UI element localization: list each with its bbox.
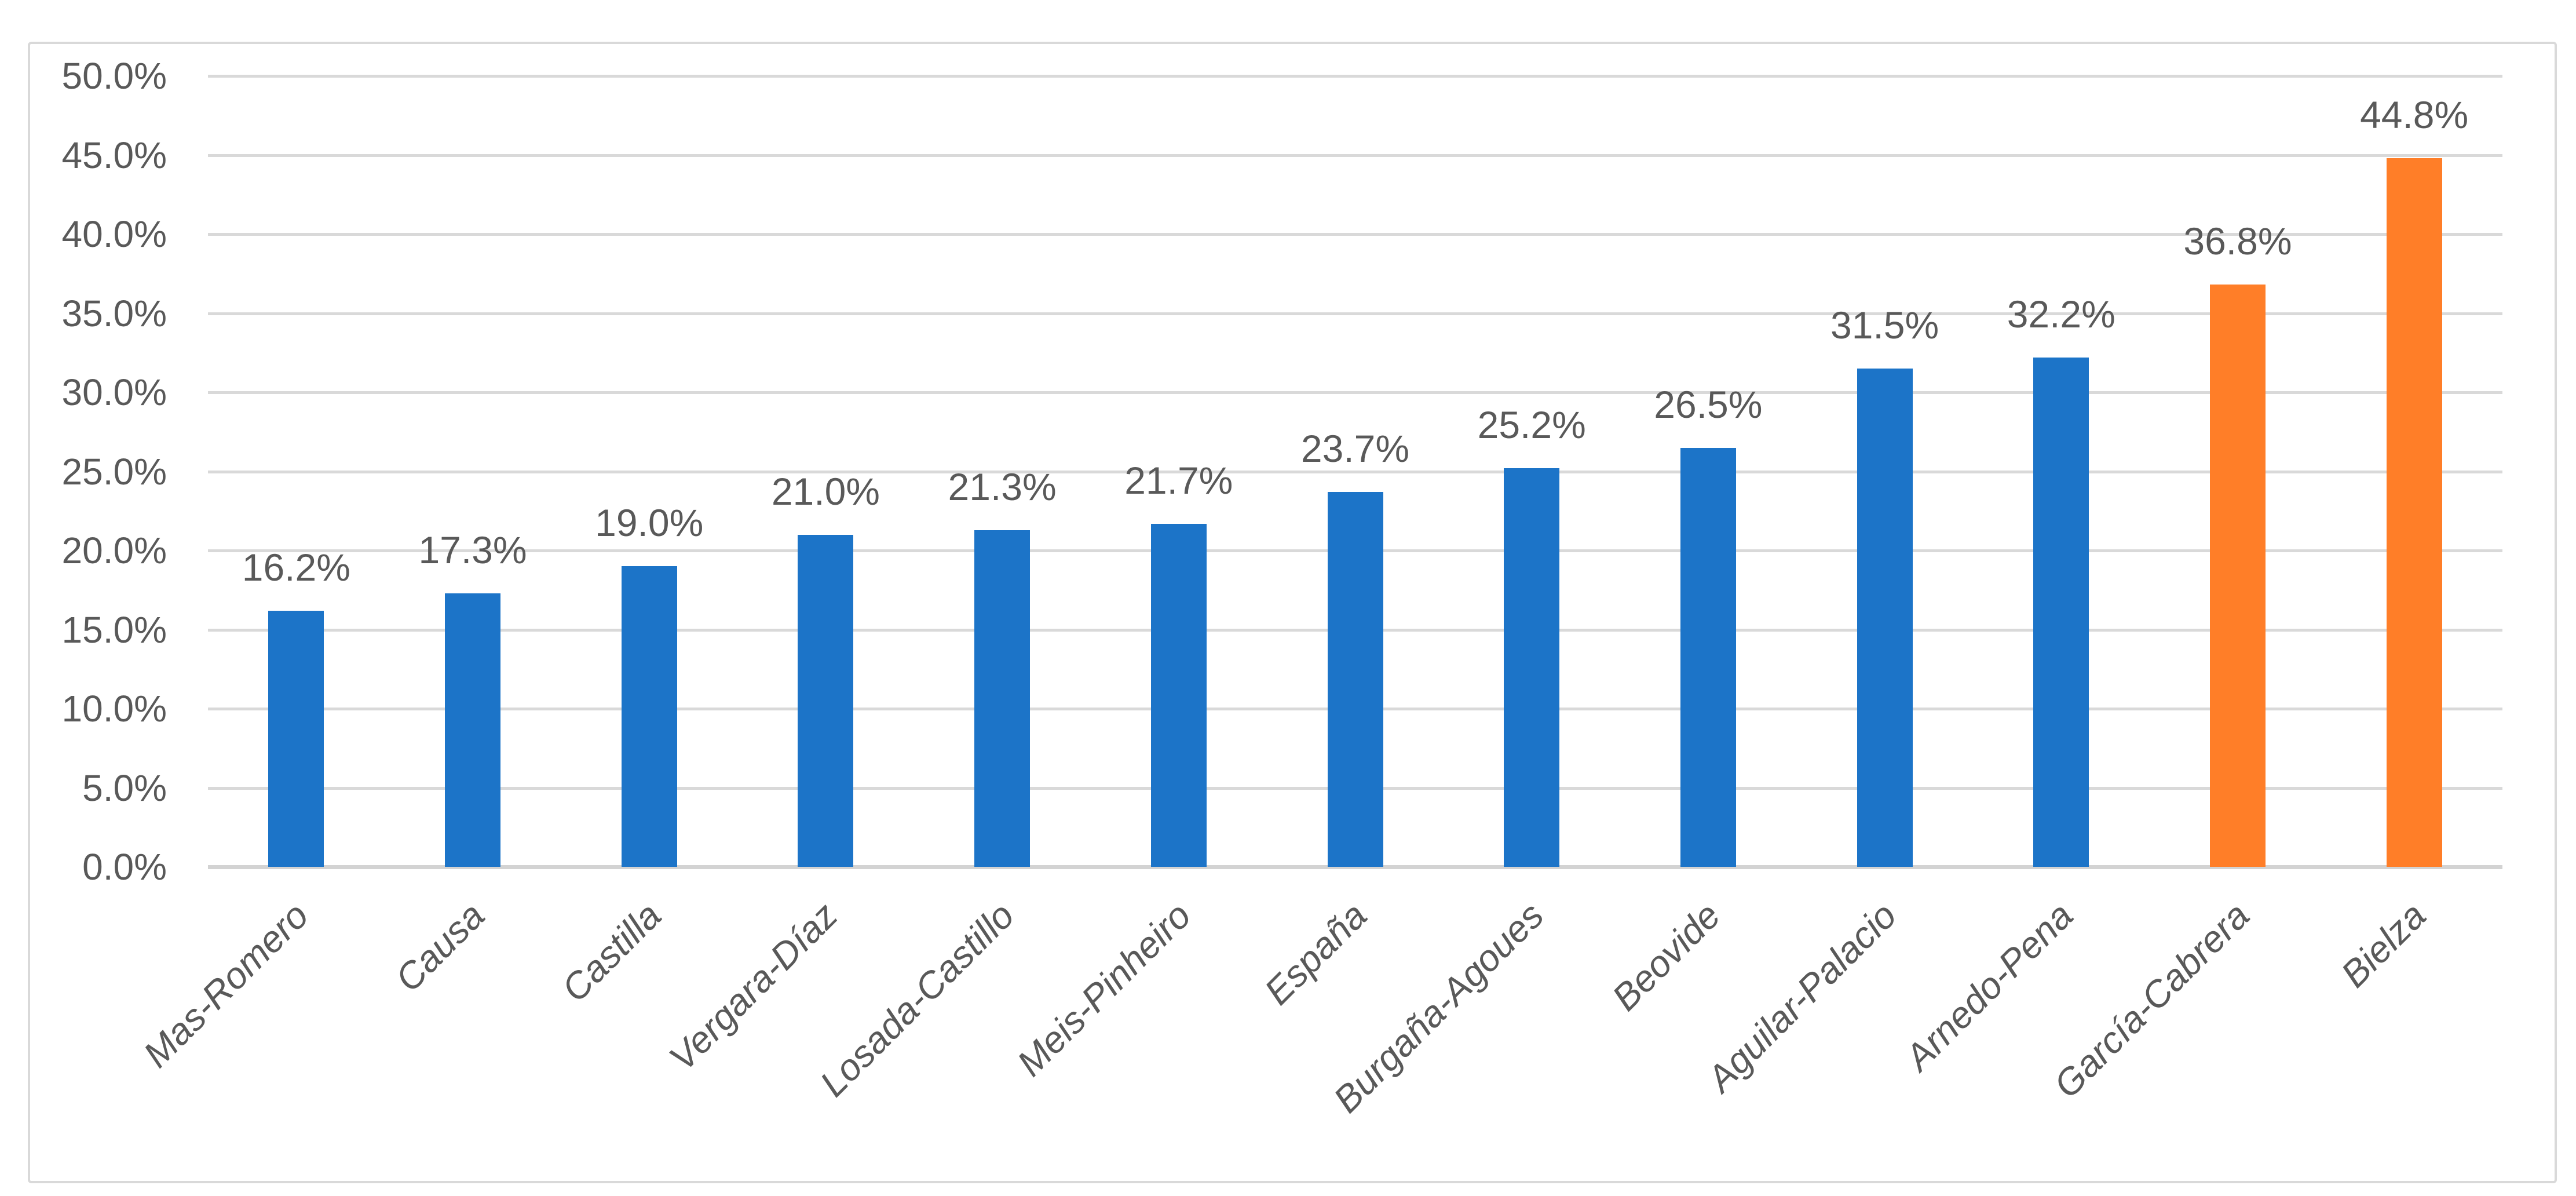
bar-Bielza	[2386, 158, 2442, 867]
bar-data-label: 19.0%	[595, 501, 704, 545]
bar-data-label: 44.8%	[2360, 93, 2469, 136]
y-axis-tick-label: 10.0%	[61, 688, 167, 730]
y-gridline	[208, 75, 2502, 78]
y-axis-tick-label: 0.0%	[82, 846, 167, 888]
x-axis-line	[208, 865, 2502, 869]
bar-Losada-Castillo	[974, 530, 1031, 867]
y-axis-tick-label: 15.0%	[61, 608, 167, 651]
y-gridline	[208, 391, 2502, 394]
chart-border	[28, 42, 2557, 1183]
y-axis-tick-label: 25.0%	[61, 450, 167, 493]
y-gridline	[208, 312, 2502, 315]
bar-data-label: 21.0%	[771, 469, 880, 513]
bar-Beovide	[1680, 447, 1736, 867]
y-gridline	[208, 233, 2502, 236]
y-axis-tick-label: 40.0%	[61, 213, 167, 255]
y-axis-tick-label: 45.0%	[61, 134, 167, 176]
bar-Arnedo-Pena	[2033, 357, 2089, 867]
y-axis-tick-label: 50.0%	[61, 55, 167, 97]
y-gridline	[208, 154, 2502, 157]
bar-Causa	[445, 593, 501, 867]
bar-data-label: 26.5%	[1654, 382, 1763, 426]
bar-data-label: 21.3%	[948, 465, 1057, 508]
bar-data-label: 31.5%	[1830, 304, 1939, 347]
bar-Castilla	[621, 566, 677, 867]
bar-Mas-Romero	[268, 610, 324, 867]
bar-data-label: 32.2%	[2007, 292, 2115, 336]
y-axis-tick-label: 30.0%	[61, 371, 167, 413]
bar-data-label: 21.7%	[1124, 458, 1233, 502]
bar-data-label: 17.3%	[418, 528, 527, 571]
bar-García-Cabrera	[2209, 285, 2266, 867]
bar-Vergara-Díaz	[798, 534, 854, 867]
bar-España	[1327, 491, 1383, 867]
bar-data-label: 23.7%	[1300, 426, 1410, 470]
bar-data-label: 36.8%	[2183, 220, 2292, 263]
bar-Meis-Pinheiro	[1150, 523, 1207, 867]
bar-Aguilar-Palacio	[1857, 369, 1913, 867]
y-axis-tick-label: 35.0%	[61, 292, 167, 334]
bar-data-label: 25.2%	[1477, 403, 1586, 447]
y-gridline	[208, 470, 2502, 473]
bar-Burgaña-Agoues	[1504, 468, 1560, 867]
y-axis-tick-label: 5.0%	[82, 767, 167, 809]
y-axis-tick-label: 20.0%	[61, 530, 167, 571]
bar-data-label: 16.2%	[242, 545, 350, 589]
